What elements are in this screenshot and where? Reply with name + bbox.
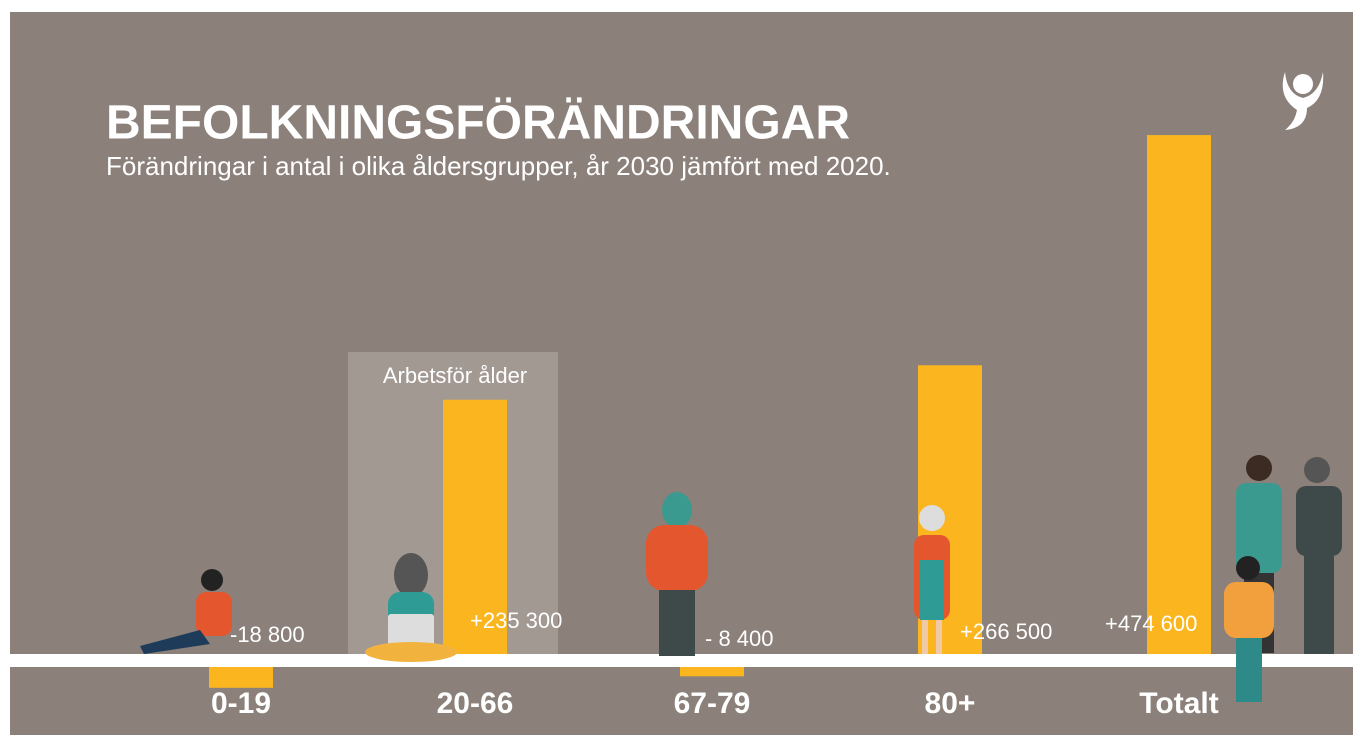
value-label: -18 800 xyxy=(230,622,305,647)
bar xyxy=(209,667,273,688)
bar xyxy=(680,667,744,676)
value-label: - 8 400 xyxy=(705,626,774,651)
x-tick-label: 67-79 xyxy=(674,687,751,720)
chart-subtitle: Förändringar i antal i olika åldersgrupp… xyxy=(106,151,891,181)
x-tick-label: 80+ xyxy=(925,687,976,720)
x-tick-label: Totalt xyxy=(1139,687,1218,720)
value-label: +266 500 xyxy=(960,619,1052,644)
x-tick-label: 0-19 xyxy=(211,687,271,720)
page: Arbetsför ålder BEFOLKNINGSFÖRÄNDRINGAR … xyxy=(0,0,1363,742)
value-label: +474 600 xyxy=(1105,611,1197,636)
x-tick-label: 20-66 xyxy=(437,687,514,720)
annotation: Arbetsför ålder xyxy=(383,363,527,388)
bar xyxy=(1147,135,1211,660)
chart: Arbetsför ålder BEFOLKNINGSFÖRÄNDRINGAR … xyxy=(0,0,1363,742)
value-label: +235 300 xyxy=(470,608,562,633)
chart-title: BEFOLKNINGSFÖRÄNDRINGAR xyxy=(106,97,850,150)
